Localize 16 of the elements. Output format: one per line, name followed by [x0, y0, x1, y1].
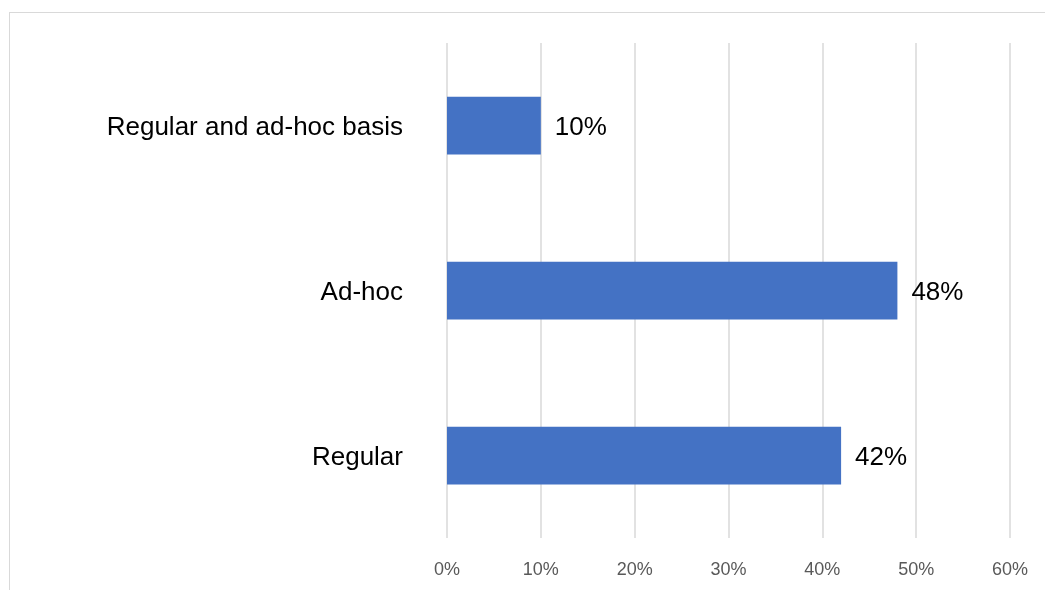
bar	[447, 426, 842, 485]
y-tick-label: Ad-hoc	[320, 275, 403, 306]
bar	[447, 96, 541, 155]
x-tick-label: 20%	[616, 559, 653, 579]
x-tick-label: 10%	[522, 559, 559, 579]
x-tick-label: 50%	[898, 559, 935, 579]
x-tick-label: 40%	[804, 559, 841, 579]
y-tick-label: Regular and ad-hoc basis	[106, 110, 403, 141]
y-tick-label: Regular	[311, 440, 404, 471]
data-label: 42%	[855, 440, 908, 471]
x-tick-label: 30%	[710, 559, 747, 579]
bar	[447, 261, 898, 320]
data-label: 10%	[554, 110, 607, 141]
data-label: 48%	[911, 275, 964, 306]
x-tick-label: 0%	[433, 559, 461, 579]
x-tick-label: 60%	[991, 559, 1029, 579]
